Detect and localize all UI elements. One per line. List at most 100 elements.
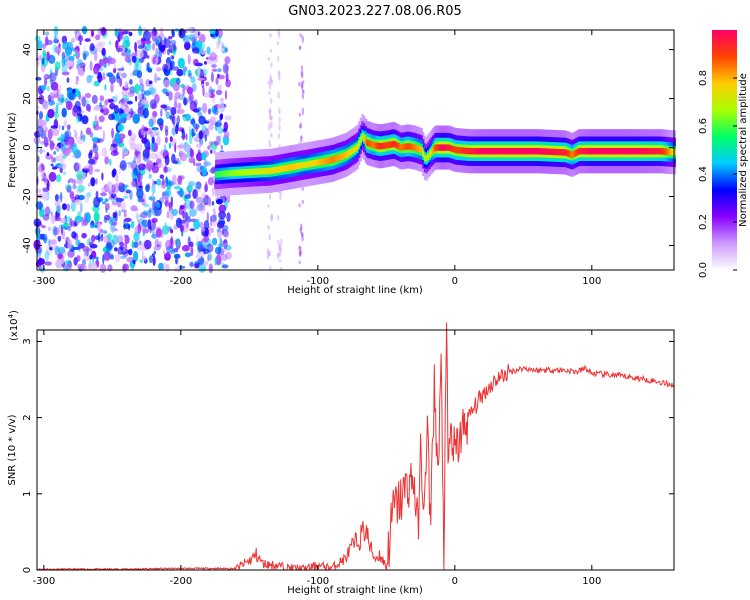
noise-blob (104, 156, 110, 165)
noise-blob (95, 34, 101, 41)
noise-blob (81, 263, 85, 270)
noise-blob (276, 252, 280, 258)
noise-blob (126, 100, 133, 105)
ridge-cell (496, 148, 499, 155)
ridge-cell (252, 168, 256, 175)
noise-blob (207, 108, 212, 115)
noise-blob (114, 228, 118, 232)
noise-blob (78, 35, 84, 42)
noise-blob (131, 240, 134, 249)
noise-blob (210, 215, 213, 227)
noise-blob (152, 35, 156, 42)
noise-blob (131, 55, 137, 63)
noise-blob (202, 102, 208, 114)
noise-blob (74, 131, 78, 139)
ridge-cell (588, 148, 591, 155)
noise-blob (57, 235, 62, 242)
noise-blob (117, 246, 124, 255)
ridge-cell (662, 148, 665, 155)
noise-blob (201, 198, 210, 203)
noise-blob (124, 217, 132, 222)
noise-blob (95, 178, 98, 185)
noise-blob (75, 239, 81, 246)
ridge-cell (433, 145, 436, 152)
noise-blob (97, 77, 103, 82)
noise-blob (165, 239, 172, 250)
ridge-cell (254, 168, 257, 175)
noise-blob (57, 253, 63, 260)
noise-blob (211, 51, 215, 57)
ridge-cell (555, 148, 558, 156)
noise-blob (212, 208, 216, 213)
ridge-cell (389, 141, 392, 148)
noise-blob (127, 161, 132, 165)
noise-blob (154, 129, 161, 137)
noise-blob (216, 135, 221, 142)
noise-blob (278, 252, 281, 257)
noise-blob (187, 54, 191, 65)
noise-blob (123, 35, 130, 44)
ridge-cell (289, 164, 292, 171)
ridge-cell (598, 148, 601, 155)
noise-blob (104, 84, 107, 91)
ridge-cell (497, 148, 500, 155)
noise-blob (189, 228, 196, 232)
noise-blob (60, 224, 64, 236)
noise-blob (197, 77, 205, 81)
ridge-cell (481, 148, 484, 155)
noise-blob (142, 157, 148, 161)
noise-blob (164, 144, 167, 149)
ridge-cell (264, 168, 267, 175)
noise-blob (132, 174, 137, 179)
noise-blob (203, 220, 210, 230)
noise-blob (66, 124, 71, 131)
ridge-cell (338, 154, 341, 161)
ridge-cell (422, 150, 425, 158)
noise-blob (215, 28, 219, 37)
ridge-cell (649, 148, 652, 155)
noise-blob (85, 168, 88, 178)
noise-blob (76, 219, 80, 226)
ridge-cell (524, 148, 527, 155)
noise-blob (79, 95, 86, 102)
ridge-cell (404, 143, 407, 150)
noise-blob (45, 31, 50, 36)
noise-blob (44, 126, 48, 133)
ridge-cell (530, 148, 533, 155)
noise-blob (217, 74, 225, 80)
noise-blob (210, 116, 218, 122)
noise-blob (165, 111, 170, 120)
snr-panel: -300 -200 -100 0 100 0 1 2 3 (x104) Height of s… (7, 310, 675, 596)
noise-blob (59, 217, 67, 224)
noise-blob (301, 35, 304, 44)
noise-blob (124, 235, 130, 244)
noise-blob (118, 168, 121, 175)
ridge-cell (412, 144, 415, 151)
noise-blob (49, 79, 54, 85)
noise-blob (215, 254, 222, 266)
noise-blob (53, 157, 56, 163)
noise-blob (185, 133, 188, 141)
noise-blob (72, 184, 77, 190)
ridge-cell (432, 147, 435, 154)
noise-blob (120, 113, 128, 118)
noise-blob (163, 262, 167, 271)
noise-blob (42, 237, 47, 241)
noise-blob (190, 118, 196, 125)
noise-blob (207, 56, 213, 65)
noise-blob (216, 198, 223, 205)
colorbar-tick-label: 0.6 (698, 118, 709, 134)
ridge-cell (425, 155, 428, 162)
noise-blob (166, 210, 170, 219)
ridge-cell (553, 148, 556, 156)
noise-blob (99, 263, 107, 273)
ridge-cell (635, 148, 639, 155)
noise-blob (211, 217, 217, 227)
noise-blob (130, 220, 135, 229)
noise-blob (88, 74, 94, 79)
noise-blob (39, 54, 42, 61)
ridge-cell (428, 151, 431, 158)
ridge-cell (570, 151, 573, 158)
noise-blob (77, 211, 82, 220)
